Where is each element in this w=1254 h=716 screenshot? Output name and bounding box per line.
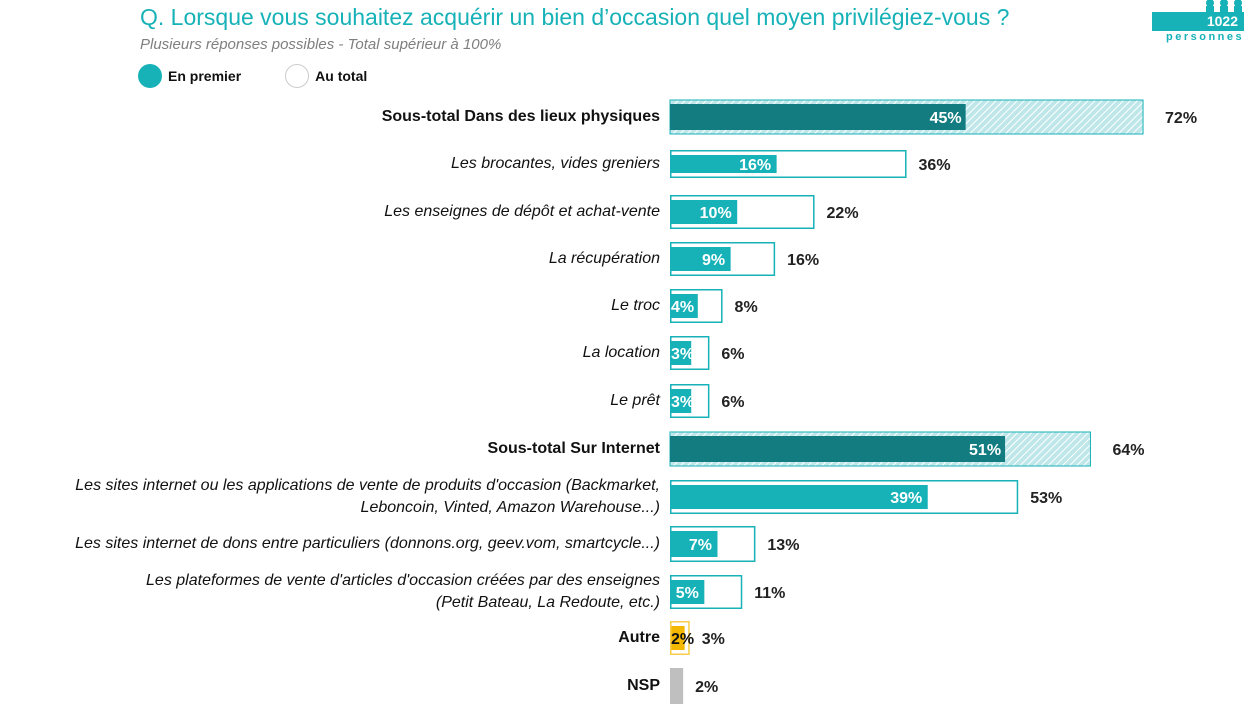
chart-title: Q. Lorsque vous souhaitez acquérir un bi…	[140, 4, 1010, 30]
total-value-label: 16%	[787, 252, 819, 269]
first-bar	[671, 389, 692, 413]
first-value-label: 3%	[671, 394, 694, 411]
first-bar	[670, 436, 1006, 462]
total-value-label: 72%	[1165, 110, 1197, 127]
total-bar	[670, 668, 684, 704]
first-value-label: 45%	[930, 110, 962, 127]
first-bar	[670, 104, 966, 130]
first-bar	[671, 341, 692, 365]
first-bar	[671, 531, 718, 557]
first-bar	[671, 200, 738, 224]
sample-label: personnes	[1166, 31, 1245, 43]
category-label: Le prêt	[610, 392, 660, 409]
first-value-label: 16%	[739, 157, 771, 174]
total-value-label: 6%	[721, 346, 744, 363]
total-value-label: 13%	[767, 537, 799, 554]
category-label: NSP	[627, 677, 660, 694]
first-value-label: 51%	[969, 442, 1001, 459]
category-label: Les sites internet de dons entre particu…	[75, 535, 660, 552]
category-label: Sous-total Dans des lieux physiques	[381, 108, 660, 125]
first-bar	[671, 294, 698, 318]
legend-item-en-premier: En premier	[138, 64, 241, 88]
first-value-label: 3%	[671, 346, 694, 363]
legend-item-au-total: Au total	[285, 64, 367, 88]
category-label: Sous-total Sur Internet	[487, 440, 660, 457]
category-label: La récupération	[548, 250, 660, 267]
legend-swatch-outline	[285, 64, 310, 88]
legend-swatch-filled	[138, 64, 162, 88]
first-bar	[671, 485, 928, 509]
sample-count: 1022	[1152, 12, 1244, 31]
total-value-label: 53%	[1030, 490, 1062, 507]
first-value-label: 10%	[700, 205, 732, 222]
category-label: Les plateformes de vente d'articles d'oc…	[146, 572, 660, 611]
first-bar	[671, 247, 731, 271]
total-value-label: 2%	[695, 679, 718, 696]
total-value-label: 8%	[735, 299, 758, 316]
first-value-label: 39%	[890, 490, 922, 507]
people-icon	[1206, 0, 1242, 12]
total-value-label: 36%	[919, 157, 951, 174]
category-label: La location	[582, 344, 660, 361]
first-value-label: 2%	[671, 631, 694, 648]
first-bar	[671, 580, 705, 604]
total-value-label: 3%	[702, 631, 725, 648]
total-value-label: 11%	[754, 585, 785, 602]
category-label: Les brocantes, vides greniers	[451, 155, 660, 172]
first-value-label: 5%	[676, 585, 699, 602]
legend-label: Au total	[315, 68, 368, 84]
category-label: Les sites internet ou les applications d…	[75, 477, 660, 516]
first-value-label: 9%	[702, 252, 725, 269]
total-value-label: 22%	[827, 205, 859, 222]
first-value-label: 4%	[671, 299, 694, 316]
first-bar	[671, 155, 777, 173]
total-value-label: 64%	[1112, 442, 1144, 459]
category-label: Autre	[618, 629, 660, 646]
legend: En premier Au total	[138, 64, 411, 88]
total-value-label: 6%	[721, 394, 744, 411]
category-label: Les enseignes de dépôt et achat-vente	[384, 203, 660, 220]
category-label: Le troc	[611, 297, 660, 314]
first-value-label: 7%	[689, 537, 712, 554]
first-bar	[671, 626, 685, 650]
chart-subtitle: Plusieurs réponses possibles - Total sup…	[140, 36, 502, 53]
legend-label: En premier	[168, 68, 242, 84]
